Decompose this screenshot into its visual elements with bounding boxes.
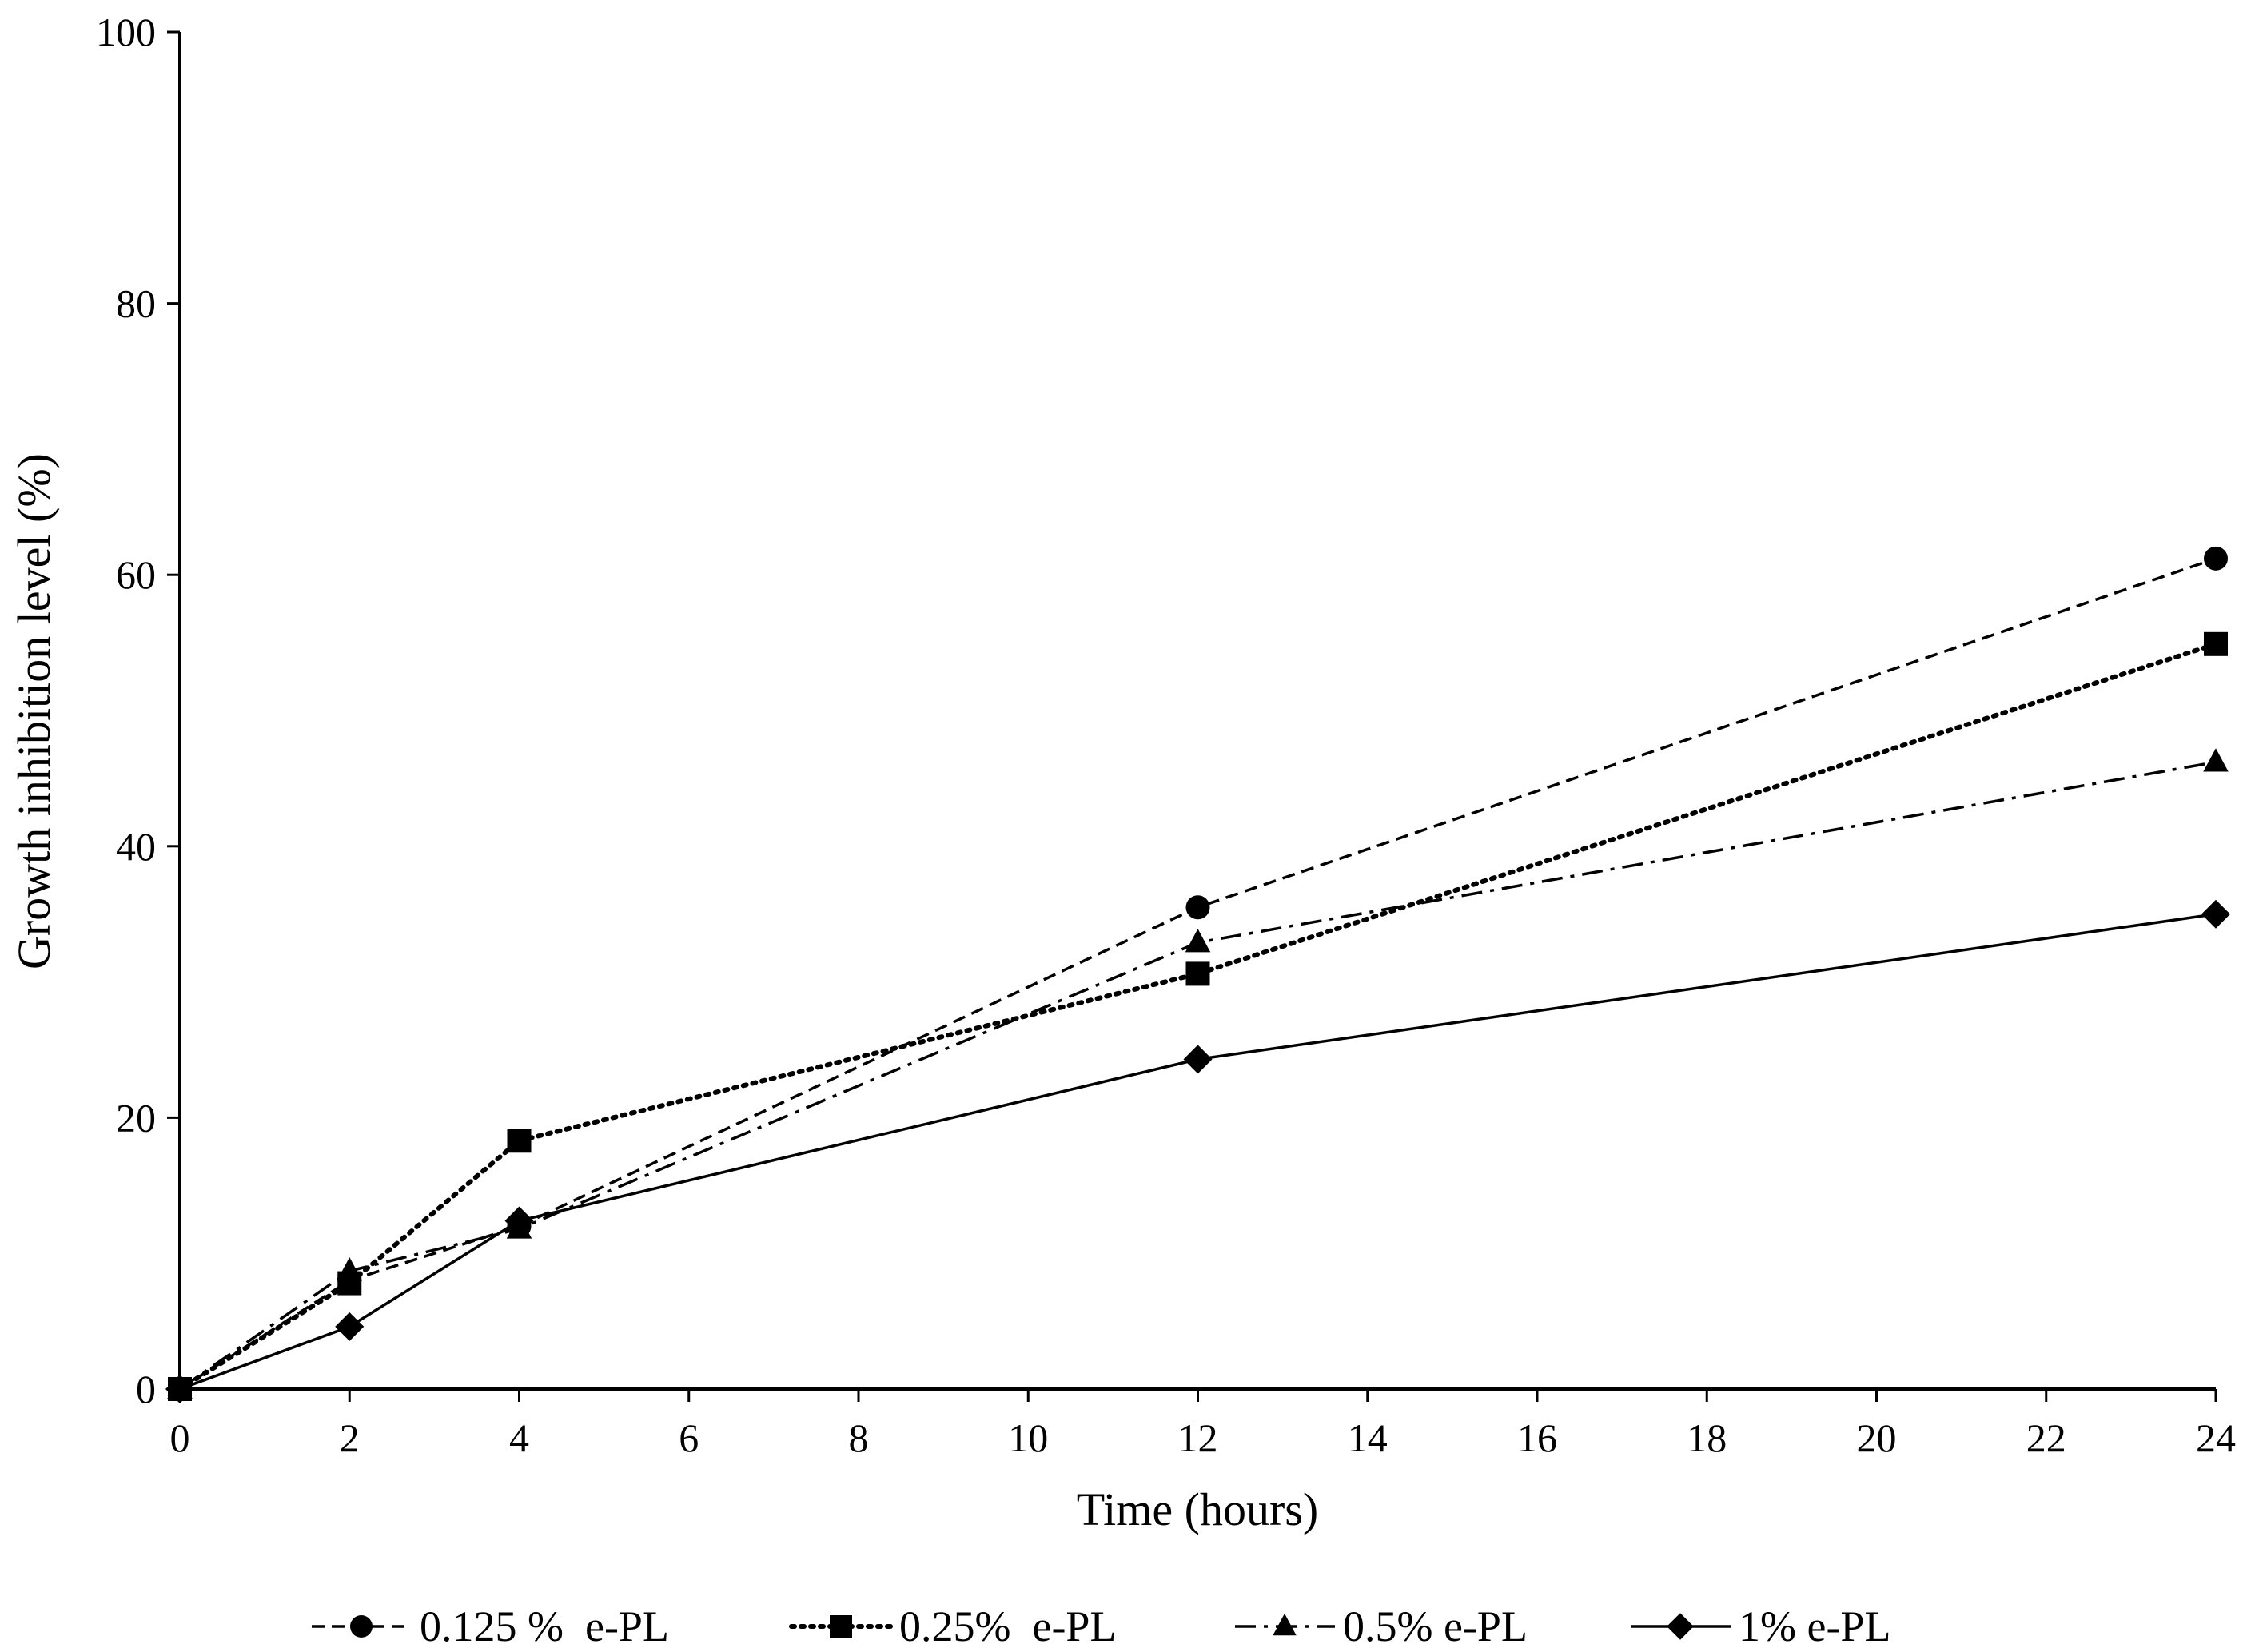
data-point-diamond [335,1312,365,1341]
data-point-circle [2204,546,2228,571]
y-tick-label: 100 [96,10,156,54]
legend-marker-triangle [1273,1613,1297,1636]
y-tick-label: 60 [116,552,156,597]
legend-marker-circle [350,1615,373,1638]
legend-marker-diamond [1667,1613,1694,1640]
x-tick-label: 8 [849,1415,869,1460]
y-axis-title: Growth inhibition level (%) [8,453,60,969]
legend-label: 0.5% e-PL [1343,1602,1528,1650]
x-tick-label: 6 [679,1415,699,1460]
data-point-diamond [1183,1045,1213,1074]
y-tick-label: 40 [116,824,156,869]
x-tick-label: 10 [1008,1415,1048,1460]
data-point-triangle [2203,748,2229,772]
legend: 0.125 % e-PL 0.25% e-PL 0.5% e-PL 1% e-PL [312,1602,1890,1650]
data-point-square [507,1129,532,1153]
x-tick-label: 0 [170,1415,190,1460]
series-line-3 [179,760,2217,1391]
legend-label: 0.125 % e-PL [420,1602,669,1650]
data-point-square [2204,631,2228,656]
data-point-triangle [1185,929,1211,953]
x-tick-label: 24 [2196,1415,2236,1460]
legend-marker-square [830,1615,852,1638]
series-markers [165,546,2230,1403]
x-tick-label: 12 [1178,1415,1218,1460]
x-tick-label: 18 [1687,1415,1727,1460]
y-tick-label: 80 [116,281,156,326]
data-point-diamond [504,1206,534,1236]
legend-label: 0.25% e-PL [899,1602,1116,1650]
data-point-diamond [165,1375,194,1403]
legend-label: 1% e-PL [1739,1602,1890,1650]
series-line-1 [179,557,2217,1391]
x-tick-label: 4 [509,1415,529,1460]
x-tick-label: 22 [2026,1415,2066,1460]
y-tick-label: 20 [116,1095,156,1140]
x-tick-label: 2 [340,1415,360,1460]
data-point-circle [1185,895,1210,920]
x-axis-title: Time (hours) [1077,1483,1318,1535]
x-tick-label: 16 [1517,1415,1557,1460]
data-point-square [1185,961,1210,986]
x-tick-label: 20 [1857,1415,1897,1460]
data-point-diamond [2201,899,2230,929]
x-tick-label: 14 [1348,1415,1388,1460]
axes [178,32,2216,1391]
y-tick-label: 0 [136,1367,156,1411]
data-point-triangle [337,1257,362,1281]
series-line-2 [177,641,2218,1391]
